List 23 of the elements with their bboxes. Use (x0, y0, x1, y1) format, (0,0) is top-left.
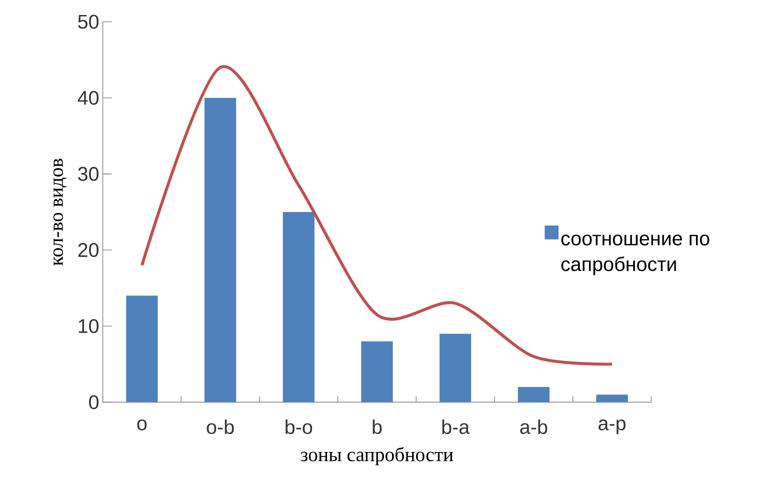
x-tick-label: a-b (520, 419, 548, 434)
y-tick-label: 40 (78, 90, 99, 105)
bar (282, 212, 314, 402)
y-tick-label: 20 (78, 242, 99, 257)
bar (361, 341, 393, 402)
bar (440, 334, 472, 402)
x-tick-label: o (137, 419, 147, 430)
x-axis-title: зоны сапробности (300, 446, 454, 466)
y-tick-label: 50 (78, 14, 99, 29)
x-tick-label: a-p (598, 419, 626, 434)
y-tick-label: 0 (89, 395, 99, 410)
x-tick-label: o-b (206, 419, 234, 434)
bar (126, 296, 158, 402)
x-tick-label: b-a (442, 419, 470, 434)
y-tick-label: 30 (78, 166, 99, 181)
bar (596, 394, 628, 402)
bar (204, 98, 236, 402)
x-tick-label: b-o (286, 419, 312, 434)
legend-label: соотношение по сапробности (561, 234, 710, 276)
bar (518, 386, 550, 402)
x-tick-label: b (372, 419, 382, 434)
y-axis-title: кол-во видов (53, 158, 67, 266)
y-tick-label: 10 (78, 319, 99, 334)
